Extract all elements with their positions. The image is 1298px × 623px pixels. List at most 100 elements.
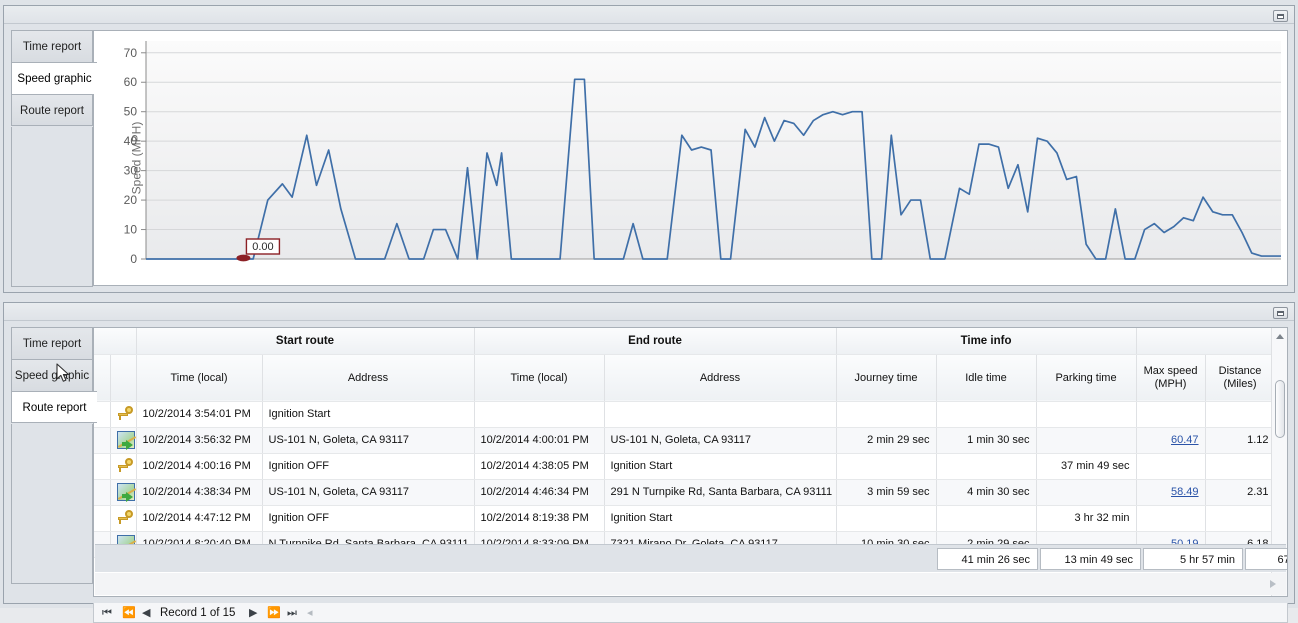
col-start-address[interactable]: Address (262, 354, 475, 402)
chart-panel-titlebar (4, 6, 1294, 24)
cell-idle-time (936, 453, 1037, 480)
table-row[interactable]: 10/2/2014 3:54:01 PM Ignition Start (94, 401, 1276, 428)
cell-start-time: 10/2/2014 3:54:01 PM (136, 401, 263, 428)
group-end-route: End route (474, 328, 837, 355)
tab-label: Speed graphic (14, 370, 90, 382)
cell-end-time: 10/2/2014 4:00:01 PM (474, 427, 605, 454)
tab-time-report[interactable]: Time report (11, 30, 93, 62)
table-body: 10/2/2014 3:54:01 PM Ignition Start 10/2/2… (94, 401, 1276, 558)
table-row[interactable]: 10/2/2014 3:56:32 PM US-101 N, Goleta, CA… (94, 427, 1276, 454)
tab-label: Time report (22, 41, 82, 53)
group-blank-right (1136, 328, 1276, 355)
speed-chart-plot: 0 10 20 30 40 50 60 70 0.00 (124, 41, 1281, 266)
cell-journey-time: 2 min 29 sec (836, 427, 937, 454)
svg-text:40: 40 (124, 134, 138, 148)
max-speed-link[interactable]: 58.49 (1171, 486, 1199, 498)
pager-bar: ⏮ ⏪ ◀ Record 1 of 15 ▶ ⏩ ⏭ ◂ (93, 603, 1288, 623)
cell-journey-time (836, 453, 937, 480)
col-end-time[interactable]: Time (local) (474, 354, 605, 402)
cell-max-speed: 60.47 (1136, 427, 1206, 454)
cell-parking-time (1036, 401, 1137, 428)
max-speed-link[interactable]: 60.47 (1171, 434, 1199, 446)
grid-tabstrip-filler (11, 424, 93, 584)
cell-end-time: 10/2/2014 4:46:34 PM (474, 479, 605, 506)
cell-start-address: Ignition OFF (262, 505, 475, 532)
row-select-cell[interactable] (94, 427, 111, 454)
cell-max-speed (1136, 401, 1206, 428)
row-select-cell[interactable] (94, 479, 111, 506)
tab-label: Route report (20, 105, 84, 117)
tab-label: Speed graphic (17, 73, 92, 85)
totals-row: 41 min 26 sec 13 min 49 sec 5 hr 57 min … (95, 544, 1287, 572)
col-journey-time[interactable]: Journey time (836, 354, 937, 402)
pager-extra-icon: ◂ (307, 607, 313, 619)
col-distance[interactable]: Distance (Miles) (1205, 354, 1276, 402)
tab-time-report[interactable]: Time report (11, 327, 93, 359)
pager-last-button[interactable]: ⏭ (287, 607, 297, 619)
col-distance-line1: Distance (1218, 364, 1262, 377)
restore-icon[interactable] (1273, 10, 1288, 22)
cell-parking-time (1036, 427, 1137, 454)
scroll-up-icon[interactable] (1276, 334, 1284, 339)
cell-journey-time (836, 505, 937, 532)
record-pager: ⏮ ⏪ ◀ Record 1 of 15 ▶ ⏩ ⏭ ◂ (93, 603, 1288, 623)
tab-route-report[interactable]: Route report (11, 94, 93, 126)
table-row[interactable]: 10/2/2014 4:00:16 PM Ignition OFF 10/2/201… (94, 453, 1276, 480)
pager-first-button[interactable]: ⏮ (102, 607, 112, 619)
grid-horizontal-scroll[interactable] (95, 573, 1286, 595)
total-journey-time: 41 min 26 sec (937, 548, 1038, 570)
row-select-cell[interactable] (94, 401, 111, 428)
cell-idle-time (936, 505, 1037, 532)
cell-end-address: 291 N Turnpike Rd, Santa Barbara, CA 931… (604, 479, 837, 506)
col-idle-time[interactable]: Idle time (936, 354, 1037, 402)
table-row[interactable]: 10/2/2014 4:38:34 PM US-101 N, Goleta, CA… (94, 479, 1276, 506)
route-report-grid-frame: Start route End route Time info Time (lo… (93, 327, 1288, 597)
col-distance-line2: (Miles) (1223, 377, 1257, 390)
pager-prev-page-button[interactable]: ⏪ (122, 607, 136, 619)
cell-start-time: 10/2/2014 3:56:32 PM (136, 427, 263, 454)
scroll-thumb[interactable] (1275, 380, 1285, 438)
cell-parking-time: 3 hr 32 min (1036, 505, 1137, 532)
group-start-route: Start route (136, 328, 475, 355)
row-select-cell[interactable] (94, 505, 111, 532)
cell-end-time: 10/2/2014 8:19:38 PM (474, 505, 605, 532)
pager-next-button[interactable]: ▶ (249, 607, 258, 619)
col-icon[interactable] (110, 354, 137, 402)
col-parking-time[interactable]: Parking time (1036, 354, 1137, 402)
tab-route-report[interactable]: Route report (11, 391, 97, 423)
svg-text:10: 10 (124, 223, 138, 237)
cell-idle-time: 4 min 30 sec (936, 479, 1037, 506)
table-row[interactable]: 10/2/2014 4:47:12 PM Ignition OFF 10/2/201… (94, 505, 1276, 532)
grid-panel-titlebar (4, 303, 1294, 321)
restore-icon[interactable] (1273, 307, 1288, 319)
col-end-address[interactable]: Address (604, 354, 837, 402)
cell-distance (1205, 453, 1276, 480)
col-max-speed-line2: (MPH) (1154, 377, 1187, 390)
cell-idle-time (936, 401, 1037, 428)
col-select[interactable] (94, 354, 111, 402)
cell-start-time: 10/2/2014 4:47:12 PM (136, 505, 263, 532)
cell-end-address: Ignition Start (604, 505, 837, 532)
speed-chart-frame: Speed (MPH) 0 10 20 30 40 50 60 70 0.00 (93, 30, 1288, 286)
svg-text:0: 0 (130, 252, 137, 266)
row-select-cell[interactable] (94, 453, 111, 480)
cell-start-time: 10/2/2014 4:38:34 PM (136, 479, 263, 506)
column-header-row: Time (local) Address Time (local) Addres… (94, 354, 1276, 402)
tab-label: Route report (22, 402, 87, 414)
cell-distance (1205, 401, 1276, 428)
pager-prev-button[interactable]: ◀ (142, 607, 151, 619)
col-max-speed[interactable]: Max speed (MPH) (1136, 354, 1206, 402)
scroll-right-icon[interactable] (1270, 580, 1276, 588)
tab-speed-graphic[interactable]: Speed graphic (11, 359, 93, 391)
group-time-info: Time info (836, 328, 1137, 355)
pager-next-page-button[interactable]: ⏩ (267, 607, 281, 619)
svg-text:60: 60 (124, 75, 138, 89)
application-root: Time report Speed graphic Route report S… (3, 5, 1295, 623)
col-start-time[interactable]: Time (local) (136, 354, 263, 402)
cell-idle-time: 1 min 30 sec (936, 427, 1037, 454)
grid-panel-tabstrip: Time report Speed graphic Route report (11, 327, 97, 423)
cell-start-address: Ignition OFF (262, 453, 475, 480)
tab-speed-graphic[interactable]: Speed graphic (11, 62, 97, 94)
cell-end-address: US-101 N, Goleta, CA 93117 (604, 427, 837, 454)
totals-row-2: 20.36 (95, 544, 1286, 572)
